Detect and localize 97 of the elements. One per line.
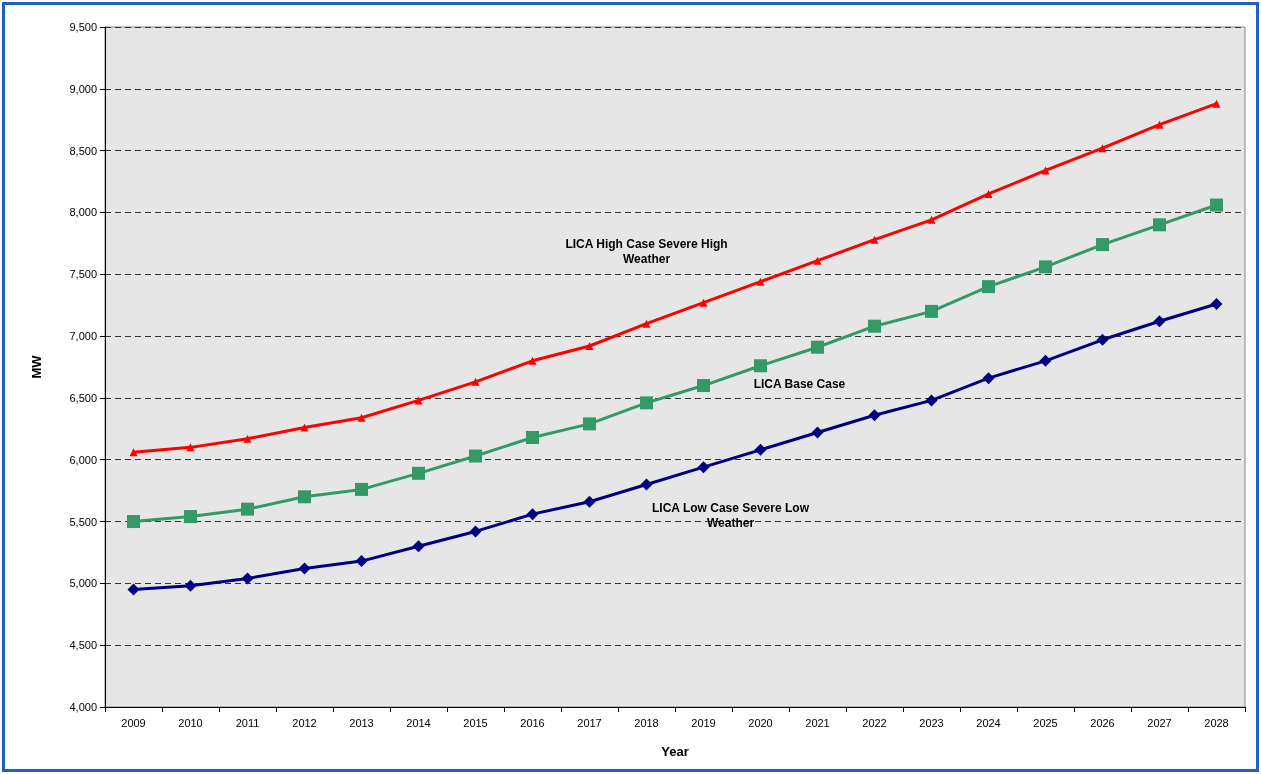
point: [127, 583, 140, 596]
point: [868, 409, 881, 422]
point: [754, 443, 767, 456]
point: [1212, 99, 1221, 108]
point: [357, 413, 366, 422]
point: [1041, 166, 1050, 175]
point: [241, 502, 254, 516]
x-tick-label: 2022: [862, 716, 887, 729]
point: [1039, 354, 1052, 367]
point: [127, 515, 140, 529]
x-tick-label: 2016: [520, 716, 545, 729]
point: [642, 319, 651, 328]
y-tick-label: 4,500: [69, 639, 97, 652]
point: [982, 280, 995, 294]
point: [469, 449, 482, 463]
y-tick-label: 6,000: [69, 453, 97, 466]
x-tick-label: 2020: [748, 716, 773, 729]
point: [1153, 315, 1166, 328]
point: [870, 235, 879, 244]
point: [813, 256, 822, 265]
point: [184, 579, 197, 592]
point: [412, 540, 425, 553]
point: [1210, 297, 1223, 310]
point: [1098, 144, 1107, 153]
point: [1039, 260, 1052, 274]
point: [1096, 238, 1109, 252]
y-tick-label: 8,000: [69, 206, 97, 219]
y-tick-label: 5,500: [69, 515, 97, 528]
point: [699, 298, 708, 307]
point: [412, 466, 425, 480]
x-tick-label: 2012: [292, 716, 317, 729]
series-label: LICA Base Case: [753, 377, 846, 392]
x-tick-label: 2015: [463, 716, 488, 729]
point: [1210, 198, 1223, 212]
x-tick-label: 2024: [976, 716, 1001, 729]
point: [129, 448, 138, 457]
x-tick-label: 2025: [1033, 716, 1058, 729]
point: [984, 189, 993, 198]
x-tick-label: 2010: [178, 716, 203, 729]
x-tick-label: 2027: [1147, 716, 1172, 729]
point: [355, 555, 368, 568]
point: [927, 215, 936, 224]
point: [1153, 218, 1166, 232]
point: [583, 417, 596, 431]
x-tick-label: 2013: [349, 716, 374, 729]
point: [640, 478, 653, 491]
point: [300, 423, 309, 432]
point: [355, 482, 368, 496]
point: [298, 490, 311, 504]
point: [414, 396, 423, 405]
point: [756, 277, 765, 286]
point: [811, 340, 824, 354]
y-tick-label: 4,000: [69, 701, 97, 713]
point: [243, 434, 252, 443]
x-axis-title: Year: [661, 744, 689, 759]
y-axis-title: MW: [29, 354, 44, 379]
x-tick-label: 2017: [577, 716, 602, 729]
y-tick-label: 9,500: [69, 21, 97, 33]
x-tick-label: 2026: [1090, 716, 1115, 729]
point: [528, 356, 537, 365]
point: [585, 341, 594, 350]
y-tick-label: 9,000: [69, 82, 97, 95]
y-tick-label: 5,000: [69, 577, 97, 590]
point: [469, 525, 482, 538]
point: [925, 304, 938, 318]
point: [298, 562, 311, 575]
x-tick-label: 2018: [634, 716, 659, 729]
point: [186, 443, 195, 452]
x-tick-label: 2009: [121, 716, 146, 729]
point: [241, 572, 254, 585]
point: [1096, 333, 1109, 346]
y-tick-label: 7,500: [69, 268, 97, 281]
x-tick-label: 2014: [406, 716, 431, 729]
point: [471, 377, 480, 386]
y-tick-label: 8,500: [69, 144, 97, 157]
point: [811, 426, 824, 439]
point: [697, 461, 710, 474]
point: [583, 495, 596, 508]
x-tick-label: 2021: [805, 716, 830, 729]
y-tick-label: 7,000: [69, 330, 97, 343]
point: [868, 319, 881, 333]
point: [697, 379, 710, 393]
text: LICA High Case Severe High Weather: [565, 237, 728, 267]
x-tick-label: 2023: [919, 716, 944, 729]
point: [1155, 120, 1164, 129]
point: [925, 394, 938, 407]
point: [640, 396, 653, 410]
point: [184, 510, 197, 524]
point: [526, 508, 539, 521]
x-tick-label: 2019: [691, 716, 716, 729]
series-label: LICA Low Case Severe Low Weather: [652, 501, 810, 531]
point: [982, 372, 995, 385]
point: [526, 430, 539, 444]
y-tick-label: 6,500: [69, 391, 97, 404]
x-tick-label: 2028: [1204, 716, 1229, 729]
point: [754, 359, 767, 373]
x-tick-label: 2011: [235, 716, 260, 729]
